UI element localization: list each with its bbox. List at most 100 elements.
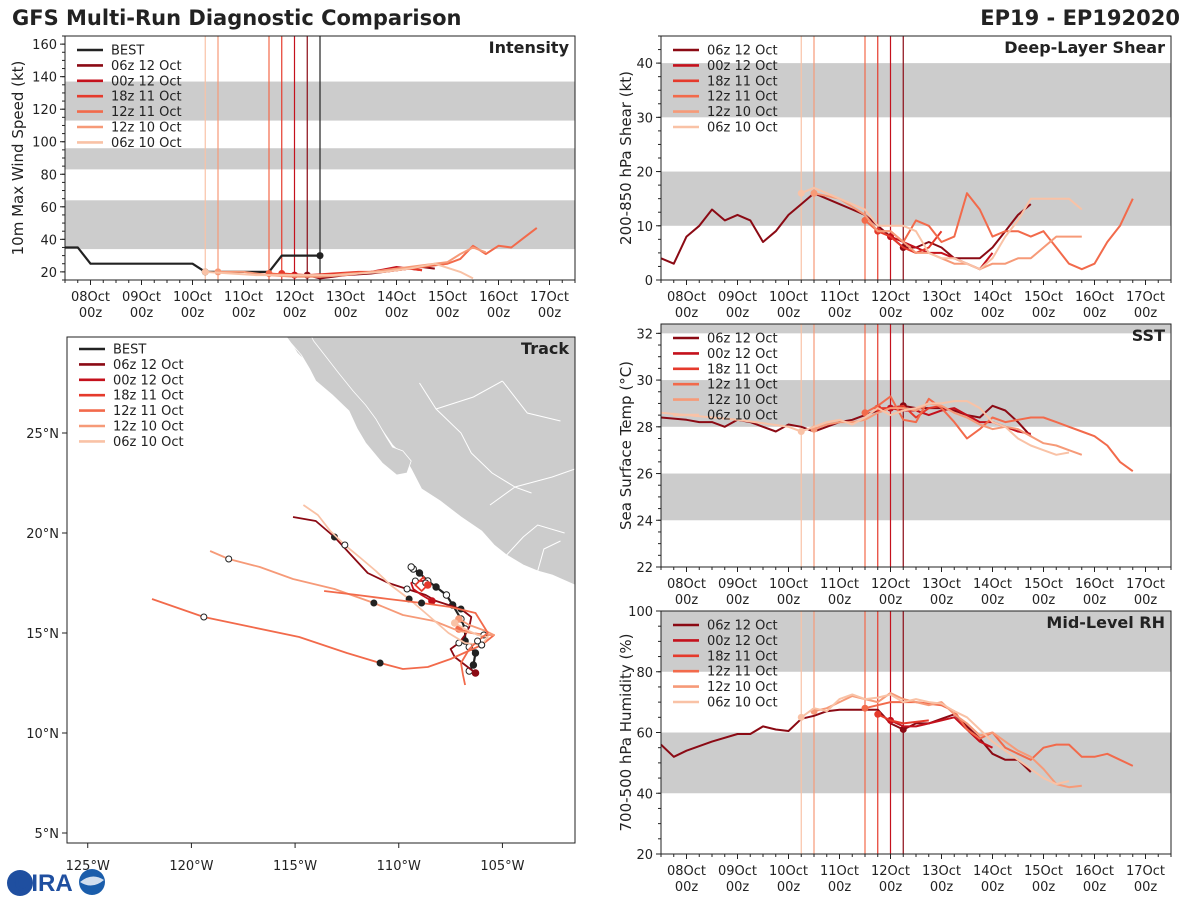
- x-tick-sublabel: 00z: [675, 306, 699, 321]
- y-axis-label: Sea Surface Temp (°C): [617, 361, 635, 530]
- lon-tick-label: 120°W: [169, 859, 213, 874]
- panel-rh: 2040608010008Oct00z09Oct00z10Oct00z11Oct…: [617, 605, 1172, 895]
- state-border-2: [470, 452, 516, 488]
- x-tick-label: 10Oct: [769, 864, 808, 879]
- baja-peninsula: [285, 337, 412, 476]
- panel-shear: 01020304008Oct00z09Oct00z10Oct00z11Oct00…: [617, 35, 1172, 321]
- marker-06z-10-oct: [201, 268, 209, 276]
- series-06z-10-oct: [800, 186, 1083, 271]
- track-point-12z-11-oct: [376, 659, 384, 667]
- track-start-18z-11-oct: [423, 581, 432, 589]
- y-tick-label: 24: [636, 514, 653, 529]
- x-tick-sublabel: 00z: [79, 306, 103, 321]
- legend-label-18z-11-oct: 18z 11 Oct: [707, 649, 778, 664]
- x-tick-label: 12Oct: [275, 290, 314, 305]
- panel-title: Deep-Layer Shear: [1004, 38, 1165, 57]
- legend-label-06z-12-oct: 06z 12 Oct: [111, 59, 182, 74]
- legend-label-06z-12-oct: 06z 12 Oct: [707, 619, 778, 634]
- state-border-0: [419, 382, 472, 454]
- track-18z-11-oct-3: [414, 576, 429, 592]
- x-tick-label: 12Oct: [871, 864, 910, 879]
- y-axis-label: 700-500 hPa Humidity (%): [617, 633, 635, 831]
- y-tick-label: 160: [32, 38, 57, 53]
- legend-label-06z-10-oct: 06z 10 Oct: [111, 136, 182, 151]
- best-track-point: [471, 649, 480, 657]
- x-tick-sublabel: 00z: [538, 306, 562, 321]
- x-tick-sublabel: 00z: [726, 593, 750, 608]
- x-tick-label: 14Oct: [973, 290, 1012, 305]
- y-tick-label: 80: [636, 666, 653, 681]
- track-point-12z-11-oct: [200, 613, 208, 621]
- legend-label-best: BEST: [113, 343, 146, 358]
- y-tick-label: 40: [40, 233, 57, 248]
- series-12z-10-oct: [813, 192, 1082, 271]
- x-tick-label: 12Oct: [871, 577, 910, 592]
- legend-label-12z-10-oct: 12z 10 Oct: [707, 680, 778, 695]
- y-tick-label: 0: [645, 274, 653, 289]
- track-point-12z-11-oct: [474, 637, 482, 645]
- x-tick-sublabel: 00z: [1134, 593, 1158, 608]
- lat-tick-label: 20°N: [26, 527, 59, 542]
- best-track-point: [415, 569, 424, 577]
- track-point-06z-12-oct: [403, 585, 411, 593]
- reference-band-0: [661, 171, 1171, 226]
- legend-label-12z-10-oct: 12z 10 Oct: [707, 393, 778, 408]
- x-tick-label: 15Oct: [1024, 290, 1063, 305]
- x-tick-sublabel: 00z: [1032, 306, 1056, 321]
- x-tick-label: 12Oct: [871, 290, 910, 305]
- x-tick-sublabel: 00z: [385, 306, 409, 321]
- x-tick-sublabel: 00z: [930, 306, 954, 321]
- x-tick-sublabel: 00z: [981, 880, 1005, 895]
- series-18z-11-oct: [877, 713, 929, 725]
- x-tick-label: 17Oct: [1126, 864, 1165, 879]
- legend-label-00z-12-oct: 00z 12 Oct: [707, 347, 778, 362]
- best-track-point: [442, 591, 451, 599]
- legend-label-12z-10-oct: 12z 10 Oct: [113, 420, 184, 435]
- x-tick-label: 10Oct: [173, 290, 212, 305]
- x-tick-label: 17Oct: [530, 290, 569, 305]
- track-start-06z-12-oct: [471, 669, 480, 677]
- legend-label-06z-12-oct: 06z 12 Oct: [707, 332, 778, 347]
- series-18z-11-oct: [877, 230, 943, 254]
- series-group: [65, 227, 538, 280]
- reference-band-0: [661, 473, 1171, 521]
- x-tick-label: 14Oct: [377, 290, 416, 305]
- lon-tick-label: 115°W: [273, 859, 317, 874]
- marker-06z-10-oct: [797, 713, 805, 721]
- x-tick-label: 17Oct: [1126, 290, 1165, 305]
- marker-06z-10-oct: [797, 427, 805, 435]
- track-point-12z-10-oct: [370, 599, 378, 607]
- best-track-point: [407, 563, 415, 571]
- lat-tick-label: 15°N: [26, 627, 59, 642]
- legend-label-06z-12-oct: 06z 12 Oct: [113, 358, 184, 373]
- y-tick-label: 100: [32, 136, 57, 151]
- series-group: [661, 186, 1134, 271]
- series-12z-11-oct: [864, 395, 1134, 473]
- reference-band-0: [661, 732, 1171, 794]
- x-tick-sublabel: 00z: [930, 593, 954, 608]
- y-axis-label: 200-850 hPa Shear (kt): [617, 71, 635, 245]
- reference-band-2: [661, 324, 1171, 334]
- x-tick-sublabel: 00z: [828, 306, 852, 321]
- x-tick-label: 15Oct: [428, 290, 467, 305]
- y-tick-label: 120: [32, 103, 57, 118]
- x-tick-label: 14Oct: [973, 864, 1012, 879]
- marker-18z-11-oct: [874, 710, 882, 718]
- figure-title: GFS Multi-Run Diagnostic Comparison: [12, 6, 461, 30]
- x-tick-sublabel: 00z: [130, 306, 154, 321]
- y-tick-label: 80: [40, 168, 57, 183]
- legend-label-18z-11-oct: 18z 11 Oct: [707, 74, 778, 89]
- y-tick-label: 22: [636, 561, 653, 576]
- state-border-6: [514, 468, 575, 488]
- x-tick-label: 16Oct: [1075, 864, 1114, 879]
- track-start-00z-12-oct: [428, 597, 436, 605]
- y-tick-label: 140: [32, 71, 57, 86]
- x-tick-label: 15Oct: [1024, 864, 1063, 879]
- y-axis-label: 10m Max Wind Speed (kt): [9, 61, 27, 256]
- best-track-point: [469, 661, 478, 669]
- x-tick-sublabel: 00z: [1083, 880, 1107, 895]
- track-point-12z-10-oct: [225, 555, 233, 563]
- lat-tick-label: 5°N: [35, 827, 60, 842]
